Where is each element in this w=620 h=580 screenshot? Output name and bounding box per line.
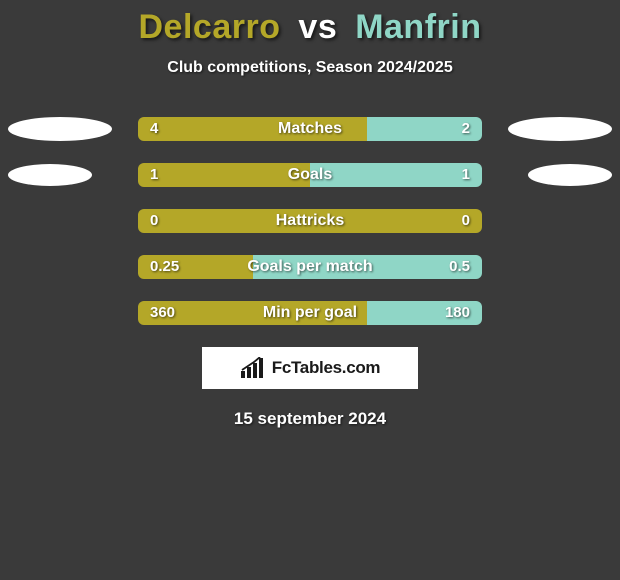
player2-bar xyxy=(367,117,482,141)
stat-bar-track xyxy=(138,163,482,187)
stat-row: Matches42 xyxy=(0,117,620,141)
stats-chart: Matches42 Goals11 Hattricks00 Goals per mat… xyxy=(0,117,620,325)
stat-row: Min per goal360180 xyxy=(0,301,620,325)
player1-bar xyxy=(138,301,367,325)
brand-bars-icon xyxy=(240,357,266,379)
stat-row: Goals11 xyxy=(0,163,620,187)
stat-bar-track xyxy=(138,301,482,325)
player1-bar xyxy=(138,255,253,279)
player2-ellipse xyxy=(508,117,612,141)
brand-box[interactable]: FcTables.com xyxy=(202,347,418,389)
player2-name: Manfrin xyxy=(355,8,481,46)
player1-ellipse xyxy=(8,164,92,186)
player1-bar xyxy=(138,209,482,233)
player2-bar xyxy=(367,301,482,325)
comparison-title: Delcarro vs Manfrin xyxy=(0,0,620,47)
player1-ellipse xyxy=(8,117,112,141)
stat-bar-track xyxy=(138,117,482,141)
player1-name: Delcarro xyxy=(139,8,281,46)
stat-row: Hattricks00 xyxy=(0,209,620,233)
subtitle: Club competitions, Season 2024/2025 xyxy=(0,59,620,77)
brand-text: FcTables.com xyxy=(272,358,381,378)
player2-ellipse xyxy=(528,164,612,186)
vs-text: vs xyxy=(298,8,337,46)
player2-bar xyxy=(310,163,482,187)
stat-bar-track xyxy=(138,255,482,279)
date-text: 15 september 2024 xyxy=(0,409,620,429)
player1-bar xyxy=(138,163,310,187)
player1-bar xyxy=(138,117,367,141)
stat-row: Goals per match0.250.5 xyxy=(0,255,620,279)
stat-bar-track xyxy=(138,209,482,233)
player2-bar xyxy=(253,255,482,279)
